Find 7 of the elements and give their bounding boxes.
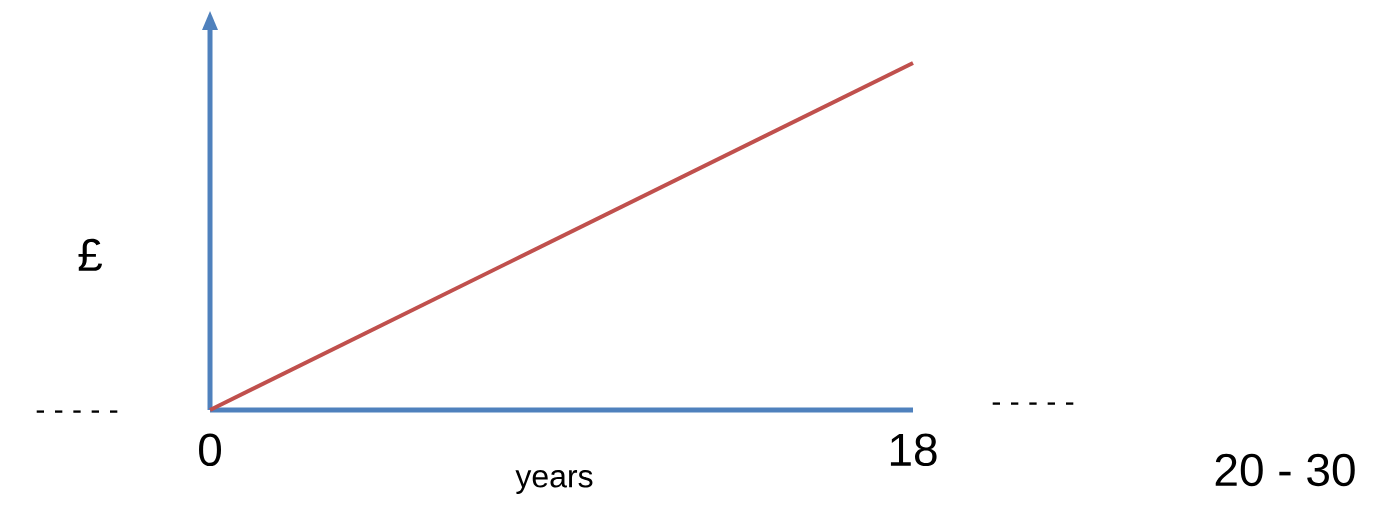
text: - - - - -	[992, 402, 1074, 405]
text: - - - - -	[36, 410, 118, 413]
y-axis-title: £	[78, 238, 103, 271]
text: 20 - 30	[1215, 453, 1355, 487]
x-tick-label: 18	[890, 433, 937, 467]
x-axis-title: years	[515, 470, 593, 494]
x-tick-label: 0	[199, 433, 222, 467]
